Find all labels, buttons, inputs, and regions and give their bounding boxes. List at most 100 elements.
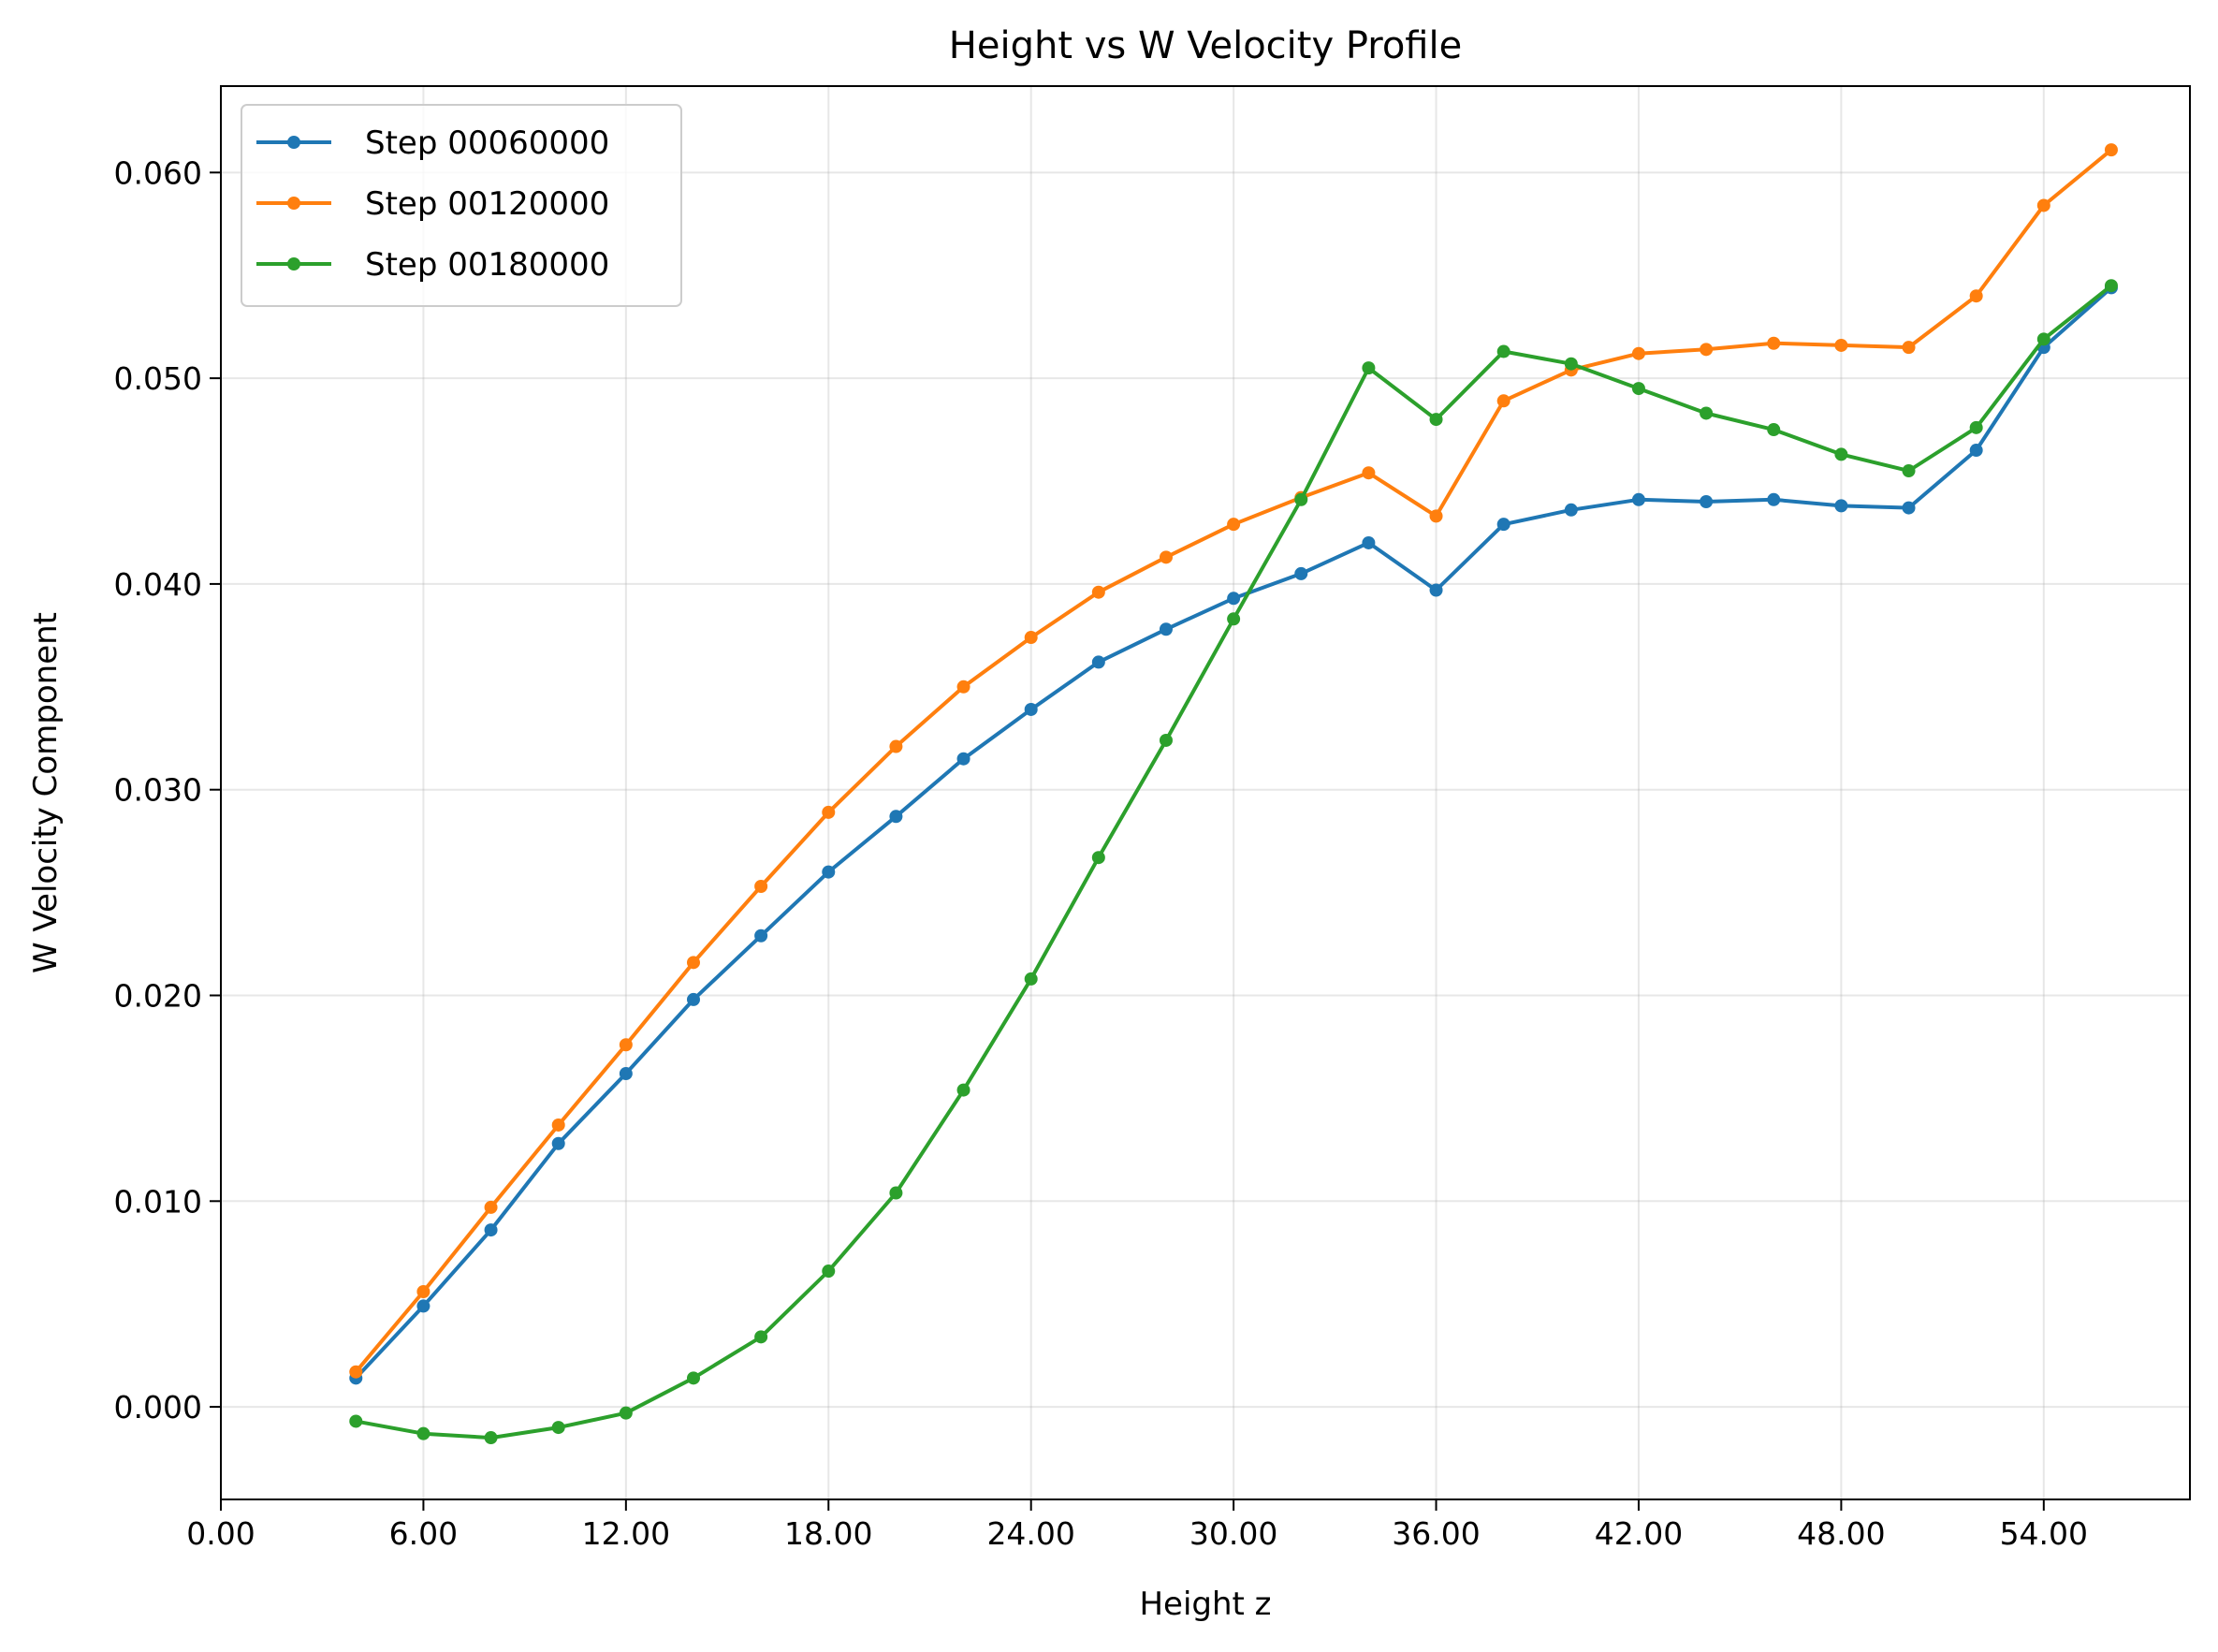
data-point: [2104, 279, 2118, 293]
data-point: [754, 880, 768, 894]
data-point: [484, 1200, 498, 1214]
data-point: [686, 1371, 700, 1385]
legend-label: Step 00120000: [365, 185, 609, 223]
y-tick-label: 0.060: [114, 154, 202, 191]
data-point: [889, 810, 903, 824]
data-point: [754, 1330, 768, 1344]
data-point: [889, 1186, 903, 1200]
data-point: [754, 928, 768, 943]
data-point: [619, 1038, 633, 1052]
chart-title: Height vs W Velocity Profile: [949, 24, 1462, 67]
data-point: [1362, 535, 1376, 549]
data-point: [1091, 851, 1105, 865]
data-point: [1159, 733, 1173, 747]
legend-label: Step 00180000: [365, 246, 609, 284]
data-point: [1767, 492, 1781, 506]
legend-label: Step 00060000: [365, 124, 609, 162]
data-point: [1496, 344, 1510, 358]
data-point: [889, 739, 903, 753]
data-point: [822, 805, 836, 819]
data-point: [416, 1299, 430, 1313]
legend-marker: [287, 197, 300, 210]
data-point: [1834, 499, 1848, 513]
data-point: [1631, 346, 1645, 360]
y-axis-label: W Velocity Component: [27, 612, 65, 973]
data-point: [1227, 612, 1241, 626]
data-point: [1091, 585, 1105, 599]
data-point: [1700, 406, 1714, 420]
y-tick-label: 0.020: [114, 977, 202, 1014]
data-point: [1564, 503, 1578, 517]
data-point: [1902, 501, 1916, 515]
legend-item: Step 00180000: [256, 246, 609, 284]
data-point: [1362, 466, 1376, 480]
y-tick-label: 0.000: [114, 1389, 202, 1425]
data-point: [1429, 413, 1443, 427]
data-point: [686, 992, 700, 1006]
data-point: [2036, 198, 2050, 212]
x-tick-label: 0.00: [186, 1515, 255, 1552]
data-point: [1024, 972, 1038, 986]
data-point: [1496, 518, 1510, 532]
x-tick-label: 18.00: [784, 1515, 872, 1552]
data-point: [822, 1265, 836, 1279]
data-point: [1091, 655, 1105, 669]
data-point: [1024, 702, 1038, 716]
x-tick-label: 36.00: [1392, 1515, 1480, 1552]
data-point: [551, 1136, 565, 1150]
data-point: [1700, 494, 1714, 508]
data-point: [1564, 357, 1578, 371]
data-point: [1969, 444, 1983, 458]
legend-item: Step 00060000: [256, 124, 609, 162]
legend-marker: [287, 257, 300, 270]
plot-frame: [220, 85, 2191, 1500]
data-point: [551, 1118, 565, 1132]
data-point: [956, 752, 970, 766]
data-point: [2104, 143, 2118, 157]
x-tick-label: 6.00: [389, 1515, 458, 1552]
data-point: [416, 1285, 430, 1299]
data-point: [686, 956, 700, 970]
legend: Step 00060000 Step 00120000 Step 00180000: [241, 104, 682, 307]
legend-box: [241, 104, 682, 307]
data-point: [1429, 509, 1443, 523]
data-point: [1631, 492, 1645, 506]
data-point: [1024, 631, 1038, 645]
data-point: [1902, 464, 1916, 478]
data-point: [1834, 447, 1848, 461]
x-tick-label: 54.00: [2000, 1515, 2088, 1552]
data-point: [1227, 592, 1241, 606]
y-tick-label: 0.030: [114, 772, 202, 809]
data-point: [1700, 343, 1714, 357]
x-tick-label: 30.00: [1189, 1515, 1277, 1552]
grid: [220, 86, 2190, 1499]
data-point: [2036, 332, 2050, 346]
data-point: [551, 1421, 565, 1435]
x-axis-label: Height z: [1139, 1586, 1271, 1623]
data-point: [484, 1223, 498, 1237]
data-point: [1767, 423, 1781, 437]
data-point: [1902, 341, 1916, 355]
data-point: [484, 1431, 498, 1445]
data-point: [1294, 492, 1308, 506]
data-point: [416, 1426, 430, 1440]
data-point: [1767, 336, 1781, 350]
x-tick-label: 42.00: [1595, 1515, 1683, 1552]
series-3: [349, 279, 2118, 1445]
legend-item: Step 00120000: [256, 185, 609, 223]
x-tick-label: 48.00: [1797, 1515, 1885, 1552]
x-tick-label: 24.00: [986, 1515, 1074, 1552]
data-point: [1496, 394, 1510, 408]
data-point: [1969, 420, 1983, 434]
data-point: [1429, 583, 1443, 597]
y-tick-label: 0.050: [114, 360, 202, 397]
data-point: [1227, 518, 1241, 532]
data-point: [956, 680, 970, 694]
data-point: [349, 1365, 363, 1379]
data-point: [822, 865, 836, 879]
data-point: [619, 1406, 633, 1420]
data-point: [1631, 382, 1645, 396]
legend-marker: [287, 136, 300, 149]
